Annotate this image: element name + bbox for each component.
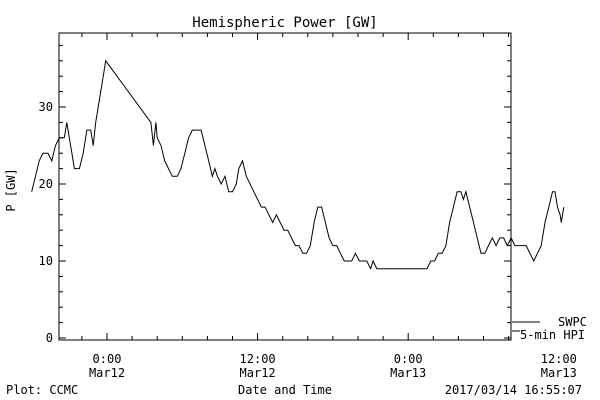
- y-axis-ticks: 0 10 20 30: [39, 44, 511, 345]
- chart-title: Hemispheric Power [GW]: [192, 15, 377, 31]
- legend-label-swpc: SWPC: [558, 315, 587, 329]
- footer-right: 2017/03/14 16:55:07: [445, 383, 582, 397]
- legend: SWPC 5-min HPI: [512, 315, 587, 342]
- footer-left: Plot: CCMC: [6, 383, 78, 397]
- series-layer: [31, 59, 565, 271]
- x-tick-date-label: Mar13: [390, 366, 426, 380]
- x-tick-time-label: 0:00: [93, 352, 122, 366]
- series-line: [31, 59, 565, 271]
- legend-label-hpi: 5-min HPI: [520, 328, 585, 342]
- plot-frame: [58, 32, 512, 341]
- x-axis-ticks: 0:00Mar1212:00Mar120:00Mar1312:00Mar130:…: [81, 33, 577, 380]
- y-tick-label: 20: [39, 177, 53, 191]
- x-tick-date-label: Mar13: [541, 366, 577, 380]
- x-tick-time-label: 12:00: [541, 352, 577, 366]
- x-tick-time-label: 0:00: [394, 352, 423, 366]
- y-tick-label: 0: [46, 331, 53, 345]
- y-tick-label: 10: [39, 254, 53, 268]
- x-axis-label: Date and Time: [238, 383, 332, 397]
- x-tick-time-label: 12:00: [240, 352, 276, 366]
- y-axis-label: P [GW]: [4, 168, 18, 211]
- x-tick-date-label: Mar12: [240, 366, 276, 380]
- y-tick-label: 30: [39, 100, 53, 114]
- x-tick-date-label: Mar12: [89, 366, 125, 380]
